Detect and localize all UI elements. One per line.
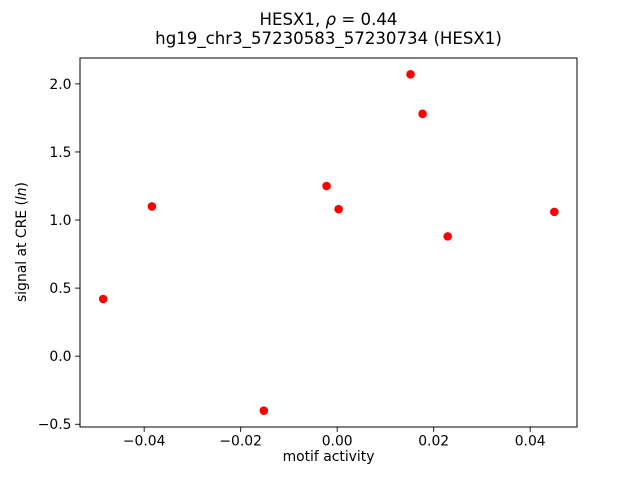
- y-tick-label: −0.5: [38, 417, 72, 433]
- y-tick-label: 2.0: [49, 77, 71, 93]
- data-point: [406, 70, 415, 79]
- axes-frame: [79, 57, 578, 428]
- title-rho-value: = 0.44: [336, 10, 398, 29]
- chart-title-line2: hg19_chr3_57230583_57230734 (HESX1): [155, 28, 502, 48]
- title-rho-symbol: ρ: [325, 10, 337, 29]
- chart-title: HESX1, ρ = 0.44 hg19_chr3_57230583_57230…: [80, 10, 577, 49]
- y-tick-label: 0.0: [49, 349, 71, 365]
- y-tick-label: 1.5: [49, 145, 71, 161]
- x-tick-label: −0.04: [123, 434, 166, 450]
- y-tick-label: 0.5: [49, 281, 71, 297]
- data-point: [259, 406, 269, 415]
- data-point: [443, 232, 452, 241]
- x-tick-label: 0.04: [515, 434, 546, 450]
- x-tick-label: 0.00: [322, 434, 353, 450]
- title-prefix: HESX1,: [259, 10, 326, 29]
- x-axis-label: motif activity: [282, 449, 375, 465]
- chart-title-line1: HESX1, ρ = 0.44: [80, 10, 577, 30]
- x-tick-label: 0.02: [418, 434, 449, 450]
- data-point: [334, 204, 343, 214]
- x-tick-label: −0.02: [219, 434, 262, 450]
- data-point: [322, 181, 331, 191]
- data-point: [147, 202, 157, 211]
- y-tick-label: 1.0: [49, 213, 71, 229]
- data-point: [550, 207, 559, 217]
- data-point: [418, 109, 427, 119]
- data-point: [98, 294, 108, 304]
